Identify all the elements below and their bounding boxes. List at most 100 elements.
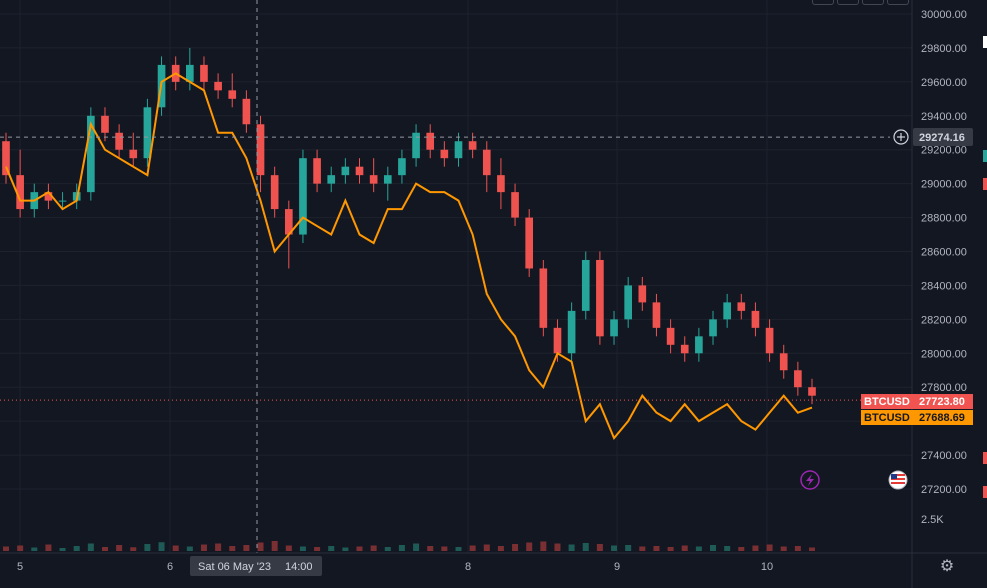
compare-price-badge: BTCUSD 27688.69 [861,410,973,425]
price-tick-label: 29400.00 [921,111,967,123]
gridlines [0,0,912,553]
candle-body [383,175,392,184]
volume-bar [314,547,321,551]
price-tick-label: 27400.00 [921,450,967,462]
top-toolbar-button[interactable] [812,0,834,5]
volume-bar [45,544,52,551]
volume-bar [200,544,207,551]
edge-marker [983,36,987,48]
volume-bar [186,546,193,551]
volume-bar [809,547,815,551]
price-tick-label: 28400.00 [921,280,967,292]
volume-bar [611,545,618,551]
us-flag-icon[interactable] [888,470,908,490]
volume-bar [455,547,462,551]
candle-body [737,302,746,311]
comparison-series-line [5,72,813,441]
volume-bar [158,542,165,551]
volume-bar [497,546,504,551]
volume-bar [554,543,561,551]
volume-bar [17,545,24,551]
volume-bar [483,544,490,551]
candle-body [440,149,449,159]
volume-bar [328,546,335,551]
candle-body [214,81,222,91]
candle-body [327,175,336,184]
candle-body [497,175,505,193]
price-tick-label: 29200.00 [921,145,967,157]
candles [2,47,816,405]
time-tick-label: 6 [167,561,173,573]
candle-body [751,310,760,328]
volume-bar [398,545,405,551]
time-axis[interactable]: 5 6 8 9 10 [17,561,773,573]
volume-bar [31,547,38,551]
lightning-icon[interactable] [800,470,820,490]
candle-body [567,310,576,354]
gear-icon[interactable]: ⚙ [939,558,955,575]
volume-bar [710,545,717,551]
candle-body [610,319,618,337]
candle-body [779,353,788,371]
candle-body [16,175,24,210]
candle-body [723,302,731,320]
candle-body [143,107,152,159]
candle-body [256,124,265,176]
candle-body [284,209,293,235]
candle-body [539,268,548,328]
candle-body [426,132,435,150]
candle-body [58,200,67,202]
volume-bar [540,541,547,551]
volume-bar [766,544,773,551]
volume-bar [582,543,589,551]
add-alert-icon[interactable] [893,129,909,145]
candle-body [468,141,477,150]
crosshair-price-label: 29274.16 [913,128,973,146]
candle-body [454,141,463,159]
volume-bar [752,545,759,551]
candle-body [299,158,307,235]
volume-bar [413,543,420,551]
volume-bar [285,545,292,551]
volume-bar [681,545,688,551]
candle-body [228,90,237,99]
top-toolbar-button[interactable] [862,0,884,5]
candle-body [398,158,406,176]
comparison-line [5,72,813,441]
candle-body [313,158,321,184]
volume-bar [257,542,264,551]
candle-body [115,132,123,150]
volume-bar [342,547,349,551]
last-price-value: 27723.80 [919,396,965,408]
volume-bar [427,546,434,551]
candle-body [101,115,109,133]
volume-bar [526,542,533,551]
candle-body [341,166,350,176]
candle-body [270,175,279,210]
crosshair-time-label: Sat 06 May '23 14:00 [190,556,322,576]
top-toolbar-button[interactable] [837,0,859,5]
crosshair-price-text: 29274.16 [919,132,965,144]
volume-bar [101,547,108,551]
volume-bar [3,546,9,551]
candle-body [2,141,10,176]
volume-bar [384,547,391,551]
candle-body [511,192,519,218]
volume-bar [653,546,660,551]
price-tick-label: 28600.00 [921,247,967,259]
edge-marker [983,150,987,162]
candle-body [412,132,420,159]
edge-marker [983,452,987,464]
price-tick-label: 28800.00 [921,213,967,225]
volume-bar [780,546,787,551]
volume-bar [130,547,137,551]
candle-body [596,259,604,337]
price-tick-label: 30000.00 [921,9,967,21]
candle-body [695,336,703,354]
price-axis[interactable]: 30000.00 29800.00 29600.00 29400.00 29200.00… [921,9,967,496]
top-toolbar-button[interactable] [887,0,909,5]
price-tick-label: 29000.00 [921,179,967,191]
candle-body [186,64,194,82]
